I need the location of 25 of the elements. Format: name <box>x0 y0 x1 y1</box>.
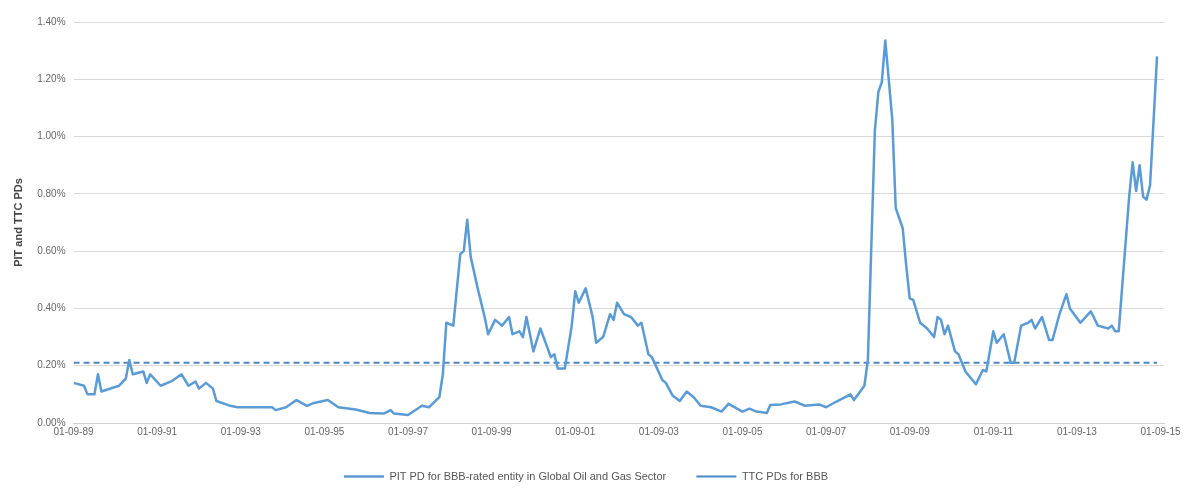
x-tick-label: 01-09-03 <box>638 425 680 437</box>
y-tick-label: 0.40% <box>37 302 66 314</box>
x-tick-label: 01-09-09 <box>889 425 931 437</box>
y-tick-label: 1.20% <box>37 73 66 85</box>
x-tick-label: 01-09-13 <box>1056 425 1098 437</box>
x-tick-label: 01-09-05 <box>722 425 763 437</box>
y-tick-label: 0.80% <box>37 187 66 199</box>
x-tick-label: 01-09-93 <box>220 425 262 437</box>
x-tick-label: 01-09-91 <box>137 425 178 437</box>
y-tick-label: 0.60% <box>37 244 66 256</box>
y-axis-title: PIT and TTC PDs <box>11 178 24 267</box>
y-tick-label: 1.40% <box>37 15 66 27</box>
x-tick-label: 01-09-89 <box>53 425 95 437</box>
x-tick-label: 01-09-99 <box>471 425 513 437</box>
legend-label: TTC PDs for BBB <box>741 469 829 482</box>
x-tick-label: 01-09-07 <box>806 425 847 437</box>
legend-label: PIT PD for BBB-rated entity in Global Oil and Gas Sector <box>389 469 667 482</box>
x-tick-label: 01-09-97 <box>387 425 429 437</box>
x-tick-label: 01-09-15 <box>1140 425 1181 437</box>
x-tick-label: 01-09-11 <box>973 425 1014 437</box>
y-tick-label: 0.00% <box>37 416 66 428</box>
y-tick-label: 1.00% <box>37 130 66 142</box>
x-tick-label: 01-09-95 <box>304 425 345 437</box>
y-tick-label: 0.20% <box>37 359 66 371</box>
x-tick-label: 01-09-01 <box>555 425 596 437</box>
